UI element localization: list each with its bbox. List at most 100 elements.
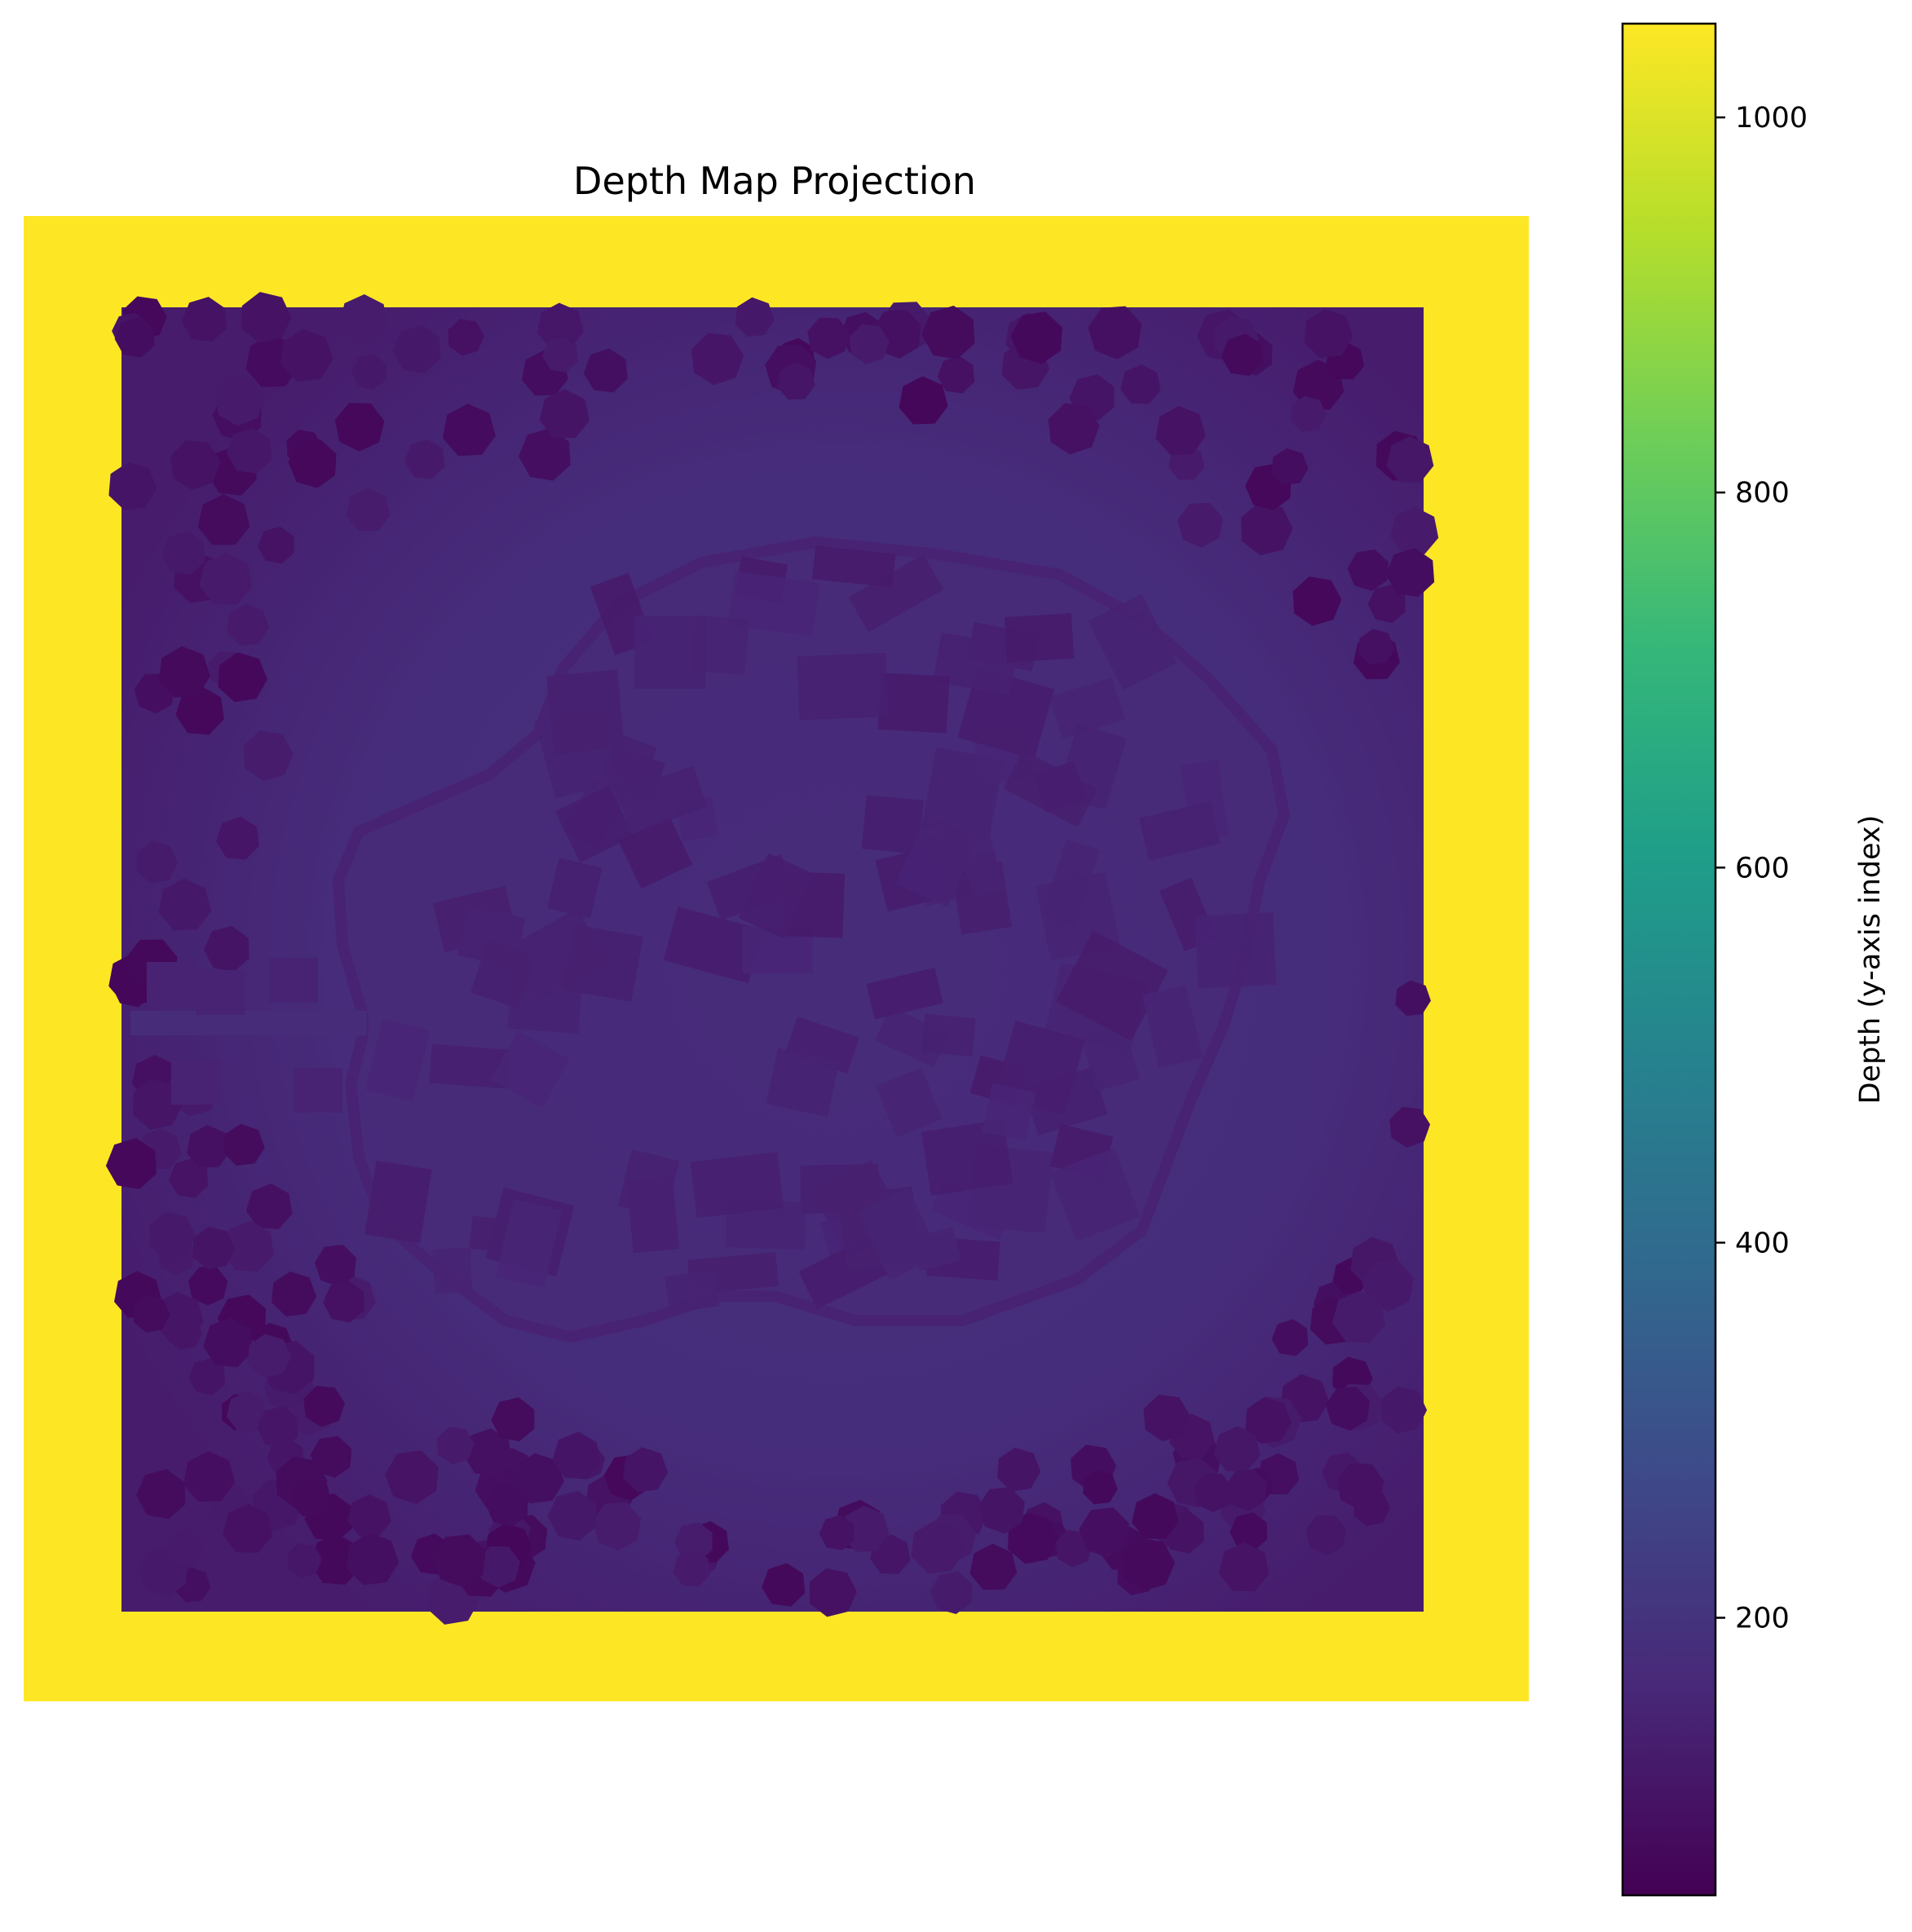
tree-marker xyxy=(243,730,294,781)
tree-marker xyxy=(1395,980,1431,1017)
building-marker xyxy=(962,850,1006,898)
colorbar-tick-label: 1000 xyxy=(1735,102,1808,135)
building-marker xyxy=(617,1149,680,1218)
tree-marker xyxy=(1367,584,1406,624)
tree-marker xyxy=(762,1563,806,1607)
colorbar-tick-label: 600 xyxy=(1735,852,1790,884)
tree-marker xyxy=(1386,436,1434,483)
building-marker xyxy=(741,925,814,974)
tree-marker xyxy=(149,1211,196,1259)
tree-marker xyxy=(547,1490,597,1541)
building-marker xyxy=(547,858,603,919)
tree-marker xyxy=(552,1431,600,1480)
colorbar-ticks: 200 400 600 800 1000 xyxy=(1716,102,1808,1635)
colorbar: 200 400 600 800 1000 Depth (y-axis index) xyxy=(1621,22,1887,1897)
building-marker xyxy=(727,571,820,637)
tree-marker xyxy=(303,1386,345,1427)
tree-marker xyxy=(241,292,292,343)
tree-marker xyxy=(133,1079,183,1130)
building-marker xyxy=(933,632,1019,695)
tree-marker xyxy=(167,1314,203,1350)
tree-marker xyxy=(1389,1106,1430,1148)
tree-marker xyxy=(997,1447,1041,1492)
building-marker xyxy=(930,1179,1013,1241)
tree-marker xyxy=(188,1357,226,1396)
building-marker xyxy=(895,814,979,907)
tree-marker xyxy=(334,403,385,452)
tree-marker xyxy=(288,439,337,488)
tree-marker xyxy=(347,1533,400,1586)
tree-marker xyxy=(158,878,212,931)
tree-marker xyxy=(849,324,890,364)
tree-marker xyxy=(108,461,157,510)
tree-marker xyxy=(226,428,272,474)
tree-marker xyxy=(226,1391,268,1431)
building-marker xyxy=(1088,593,1177,690)
tree-marker xyxy=(1230,1512,1268,1550)
tree-marker xyxy=(1177,502,1223,548)
heatmap-image xyxy=(24,216,1529,1701)
tree-marker xyxy=(1048,403,1100,455)
tree-marker xyxy=(1193,1473,1234,1513)
tree-marker xyxy=(436,1427,475,1465)
building-marker xyxy=(364,1018,431,1101)
tree-marker xyxy=(1385,548,1435,598)
tree-marker xyxy=(291,1476,332,1516)
tree-marker xyxy=(218,652,267,703)
tree-marker xyxy=(930,1571,973,1614)
building-marker xyxy=(490,1030,570,1109)
tree-marker xyxy=(1336,1462,1384,1511)
tree-marker xyxy=(192,1226,236,1270)
colorbar-frame xyxy=(1621,22,1717,1897)
building-marker xyxy=(876,1067,943,1138)
tree-marker xyxy=(691,333,744,386)
tree-marker xyxy=(175,686,224,735)
tree-marker xyxy=(169,1158,209,1198)
tree-marker xyxy=(248,1334,291,1378)
tree-marker xyxy=(215,377,264,426)
building-marker xyxy=(877,673,950,734)
building-marker xyxy=(1041,839,1100,928)
tree-marker xyxy=(1225,1469,1268,1511)
building-marker xyxy=(921,1119,1013,1196)
building-marker xyxy=(861,795,924,854)
tree-marker xyxy=(347,1494,391,1537)
building-marker xyxy=(982,1083,1036,1141)
tree-marker xyxy=(807,317,850,359)
tree-marker xyxy=(1241,502,1293,556)
tree-marker xyxy=(1292,576,1342,626)
tree-marker xyxy=(1122,1537,1175,1591)
building-marker xyxy=(1194,912,1277,989)
building-marker xyxy=(663,906,763,984)
tree-marker xyxy=(841,1506,890,1552)
building-marker xyxy=(1138,801,1221,861)
tree-marker xyxy=(519,428,571,481)
tree-marker xyxy=(346,487,391,532)
building-marker xyxy=(1141,985,1203,1068)
tree-marker xyxy=(1347,549,1389,591)
tree-marker xyxy=(257,1406,298,1449)
tree-marker xyxy=(161,531,205,575)
building-marker xyxy=(563,924,643,1003)
building-marker xyxy=(857,1187,941,1281)
tree-marker xyxy=(392,324,441,374)
tree-marker xyxy=(1120,364,1161,404)
tree-marker xyxy=(272,1271,317,1317)
tree-marker xyxy=(1271,448,1309,486)
colorbar-label: Depth (y-axis index) xyxy=(1854,815,1887,1105)
building-marker xyxy=(634,615,706,689)
road-segment xyxy=(130,1011,367,1035)
tree-marker xyxy=(323,1280,364,1323)
building-marker xyxy=(785,1017,859,1074)
building-marker xyxy=(364,1160,432,1244)
building-marker xyxy=(812,545,896,588)
building-marker xyxy=(470,940,537,1009)
tree-marker xyxy=(819,1515,854,1550)
tree-marker xyxy=(199,553,253,605)
tree-marker xyxy=(114,317,155,358)
tree-marker xyxy=(1008,1512,1058,1564)
tree-marker xyxy=(182,297,227,342)
building-marker xyxy=(616,765,708,834)
tree-marker xyxy=(134,1295,170,1333)
tree-marker xyxy=(1380,1386,1428,1434)
